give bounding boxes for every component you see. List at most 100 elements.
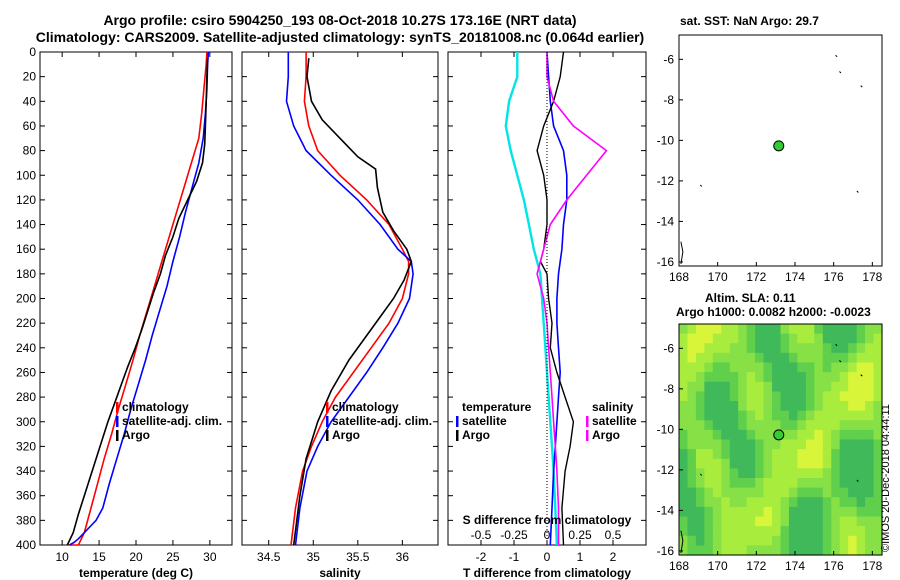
heatmap-cell <box>679 526 689 537</box>
y-tick-label: 80 <box>23 144 37 158</box>
heatmap-cell <box>788 381 799 392</box>
heatmap-cell <box>738 352 748 364</box>
heatmap-cell <box>721 487 731 498</box>
heatmap-cell <box>865 429 875 441</box>
heatmap-cell <box>721 468 731 479</box>
heatmap-cell <box>788 526 799 537</box>
x-tick-label: 25 <box>166 550 180 564</box>
secondary-axis-label: S difference from climatology <box>463 513 632 527</box>
heatmap-cell <box>780 343 790 354</box>
heatmap-cell <box>788 362 799 373</box>
x-tick-label: 172 <box>746 559 766 573</box>
heatmap-cell <box>746 478 756 489</box>
heatmap-cell <box>822 506 832 518</box>
heatmap-cell <box>865 449 875 460</box>
heatmap-cell <box>755 324 765 335</box>
heatmap-cell <box>805 487 815 498</box>
legend-entry: temperature <box>462 400 532 414</box>
heatmap-cell <box>695 343 705 354</box>
y-tick-label: 120 <box>16 193 36 207</box>
heatmap-cell <box>746 372 756 383</box>
heatmap-cell <box>839 401 849 412</box>
series-line-2 <box>292 58 413 546</box>
heatmap-cell <box>763 449 773 460</box>
heatmap-cell <box>729 343 739 354</box>
heatmap-cell <box>848 401 858 412</box>
series-line-2 <box>66 58 209 546</box>
y-tick-label: -10 <box>657 422 675 436</box>
heatmap-cell <box>805 526 815 537</box>
coastline-fragment <box>680 241 684 265</box>
heatmap-cell <box>712 324 722 335</box>
heatmap-cell <box>772 478 782 489</box>
heatmap-cell <box>856 535 866 546</box>
heatmap-cell <box>822 497 832 508</box>
heatmap-cell <box>746 487 756 498</box>
heatmap-cell <box>772 468 782 479</box>
heatmap-cell <box>772 458 782 469</box>
y-tick-label: 380 <box>16 513 36 527</box>
heatmap-cell <box>856 545 866 556</box>
heatmap-cell <box>772 401 782 412</box>
x-axis-label: temperature (deg C) <box>79 566 193 580</box>
heatmap-cell <box>679 391 689 402</box>
heatmap-cell <box>695 352 705 364</box>
y-tick-label: -16 <box>657 255 675 269</box>
heatmap-cell <box>873 372 883 383</box>
island-outline <box>835 343 838 347</box>
legend-entry: satellite-adj. clim. <box>122 414 222 428</box>
y-tick-label: 280 <box>16 390 36 404</box>
heatmap-cell <box>873 420 883 431</box>
coastline-fragment <box>680 530 684 554</box>
heatmap-cell <box>738 506 748 518</box>
heatmap-cell <box>755 497 765 508</box>
heatmap-cell <box>721 449 731 460</box>
y-tick-label: 40 <box>23 94 37 108</box>
heatmap-cell <box>729 449 739 460</box>
heatmap-cell <box>814 478 824 489</box>
heatmap-cell <box>755 352 765 364</box>
heatmap-cell <box>788 506 799 518</box>
heatmap-cell <box>695 535 705 546</box>
heatmap-cell <box>814 545 824 556</box>
legend-swatch <box>116 402 119 413</box>
heatmap-cell <box>738 362 748 373</box>
heatmap-cell <box>839 449 849 460</box>
heatmap-cell <box>712 506 722 518</box>
legend-swatch <box>586 416 589 427</box>
heatmap-cell <box>848 381 858 392</box>
heatmap-cell <box>814 362 824 373</box>
heatmap-cell <box>721 420 731 431</box>
heatmap-cell <box>805 401 815 412</box>
heatmap-cell <box>865 468 875 479</box>
heatmap-cell <box>780 516 790 527</box>
heatmap-cell <box>721 381 731 392</box>
heatmap-cell <box>831 324 841 335</box>
salinity-profile-panel: 34.5 35 35.5 36 salinity climatologysatellite… <box>241 51 439 580</box>
series-line-0 <box>290 52 410 546</box>
heatmap-cell <box>873 429 883 441</box>
heatmap-cell <box>772 324 782 335</box>
sst-map-panel: 168 170 172 174 176 178 -6 -8 -10 -12 -14 -16 <box>657 34 883 284</box>
heatmap-cell <box>848 362 858 373</box>
heatmap-cell <box>848 410 858 421</box>
heatmap-cell <box>856 362 866 373</box>
plot-frame <box>39 51 233 546</box>
heatmap-cell <box>873 449 883 460</box>
island-outline <box>860 85 863 88</box>
heatmap-cell <box>797 324 807 335</box>
heatmap-cell <box>788 516 799 527</box>
heatmap-cell <box>729 324 739 335</box>
heatmap-cell <box>831 497 841 508</box>
heatmap-cell <box>822 449 832 460</box>
heatmap-cell <box>763 333 773 344</box>
heatmap-cell <box>772 487 782 498</box>
heatmap-cell <box>873 487 883 498</box>
heatmap-cell <box>704 478 714 489</box>
heatmap-cell <box>865 410 875 421</box>
heatmap-cell <box>822 545 832 556</box>
heatmap-cell <box>831 545 841 556</box>
heatmap-cell <box>865 458 875 469</box>
heatmap-cell <box>755 333 765 344</box>
